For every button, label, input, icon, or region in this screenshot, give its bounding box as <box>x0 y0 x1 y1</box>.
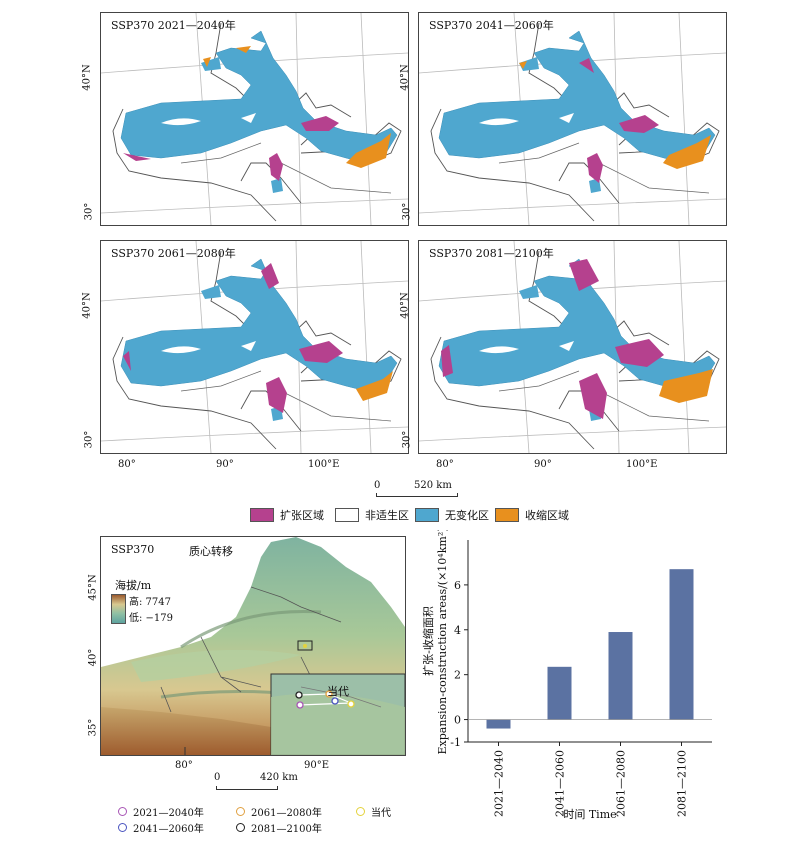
elev-lon-80: 80° <box>175 760 193 771</box>
legend-unsuitable: 非适生区 <box>335 507 409 523</box>
map-panel-1: SSP370 2021—2040年 <box>100 12 409 226</box>
lat-label-40: 40°N <box>81 64 93 91</box>
elev-legend-title: 海拔/m <box>115 579 152 592</box>
y-axis-label-en: Expansion-construction areas/(×10⁴km²) <box>436 530 449 755</box>
scale-zero: 0 <box>374 480 381 491</box>
lon-label-80: 80° <box>118 459 136 470</box>
elev-low: 低: −179 <box>129 613 174 624</box>
elevation-map: SSP370 质心转移 海拔/m 高: 7747 低: −179 当代 <box>100 536 406 756</box>
map-panel-2: SSP370 2041—2060年 <box>418 12 727 226</box>
lat-label-30: 30° <box>401 202 413 221</box>
lon-label-100: 100°E <box>626 459 658 470</box>
y-tick-label: 6 <box>454 579 461 592</box>
map-svg <box>101 241 408 453</box>
elev-scale-bar: 0 420 km <box>210 772 310 792</box>
x-tick-label: 2061—2080 <box>615 750 628 817</box>
x-tick-label: 2081—2100 <box>676 750 689 817</box>
lat-label-30: 30° <box>83 202 95 221</box>
centroid-legend-2041: 2041—2060年 <box>118 820 204 835</box>
legend-shrink: 收缩区域 <box>495 507 569 523</box>
lat-label-40: 40°N <box>399 292 411 319</box>
x-axis-label: 时间 Time <box>563 808 616 821</box>
centroid-legend-2081: 2081—2100年 <box>236 820 322 835</box>
legend-expansion: 扩张区域 <box>250 507 324 523</box>
elev-subtitle: 质心转移 <box>189 545 233 558</box>
panel-title: SSP370 2041—2060年 <box>429 19 554 32</box>
lon-label-90: 90° <box>534 459 552 470</box>
y-tick-label: -1 <box>450 736 461 749</box>
y-axis-label-cn: 扩张-收缩面积 <box>421 606 435 676</box>
y-tick-label: 2 <box>454 669 461 682</box>
legend-nochange: 无变化区 <box>415 507 489 523</box>
bar-chart: -1 0 2 4 6 2021—2040 2041—2060 2061—2080 2081—21… <box>421 530 712 821</box>
bar <box>608 632 633 720</box>
panel-title: SSP370 2061—2080年 <box>111 247 236 260</box>
elev-lat-35: 35° <box>87 718 99 737</box>
inset-label: 当代 <box>327 685 349 698</box>
lon-label-80: 80° <box>436 459 454 470</box>
lat-label-30: 30° <box>401 430 413 449</box>
x-tick-label: 2041—2060 <box>554 750 567 817</box>
y-tick-label: 0 <box>454 714 461 727</box>
map-svg <box>419 13 726 225</box>
centroid-legend-2061: 2061—2080年 <box>236 804 322 819</box>
bar <box>547 666 572 720</box>
elev-scale-zero: 0 <box>214 772 221 783</box>
elev-legend-bar <box>111 594 126 624</box>
centroid-legend-2021: 2021—2040年 <box>118 804 204 819</box>
scale-dist: 520 km <box>414 480 452 491</box>
y-tick-label: 4 <box>454 624 461 637</box>
elev-title: SSP370 <box>111 543 155 556</box>
map-panel-3: SSP370 2061—2080年 <box>100 240 409 454</box>
bar <box>486 719 511 729</box>
elev-scale-dist: 420 km <box>260 772 298 783</box>
lon-label-100: 100°E <box>308 459 340 470</box>
panel-title: SSP370 2021—2040年 <box>111 19 236 32</box>
x-tick-label: 2021—2040 <box>493 750 506 817</box>
bar <box>669 569 694 720</box>
map-svg <box>419 241 726 453</box>
lon-label-90: 90° <box>216 459 234 470</box>
centroid-legend-current: 当代 <box>356 804 391 819</box>
elev-lat-45: 45°N <box>87 574 99 601</box>
lat-label-40: 40°N <box>399 64 411 91</box>
elev-lon-90: 90°E <box>304 760 330 771</box>
elevation-svg <box>101 537 405 755</box>
panel-title: SSP370 2081—2100年 <box>429 247 554 260</box>
lat-label-40: 40°N <box>81 292 93 319</box>
lat-label-30: 30° <box>83 430 95 449</box>
map-panel-4: SSP370 2081—2100年 <box>418 240 727 454</box>
map-svg <box>101 13 408 225</box>
scale-bar: 0 520 km <box>370 480 470 497</box>
elev-lat-40: 40° <box>87 648 99 667</box>
elev-high: 高: 7747 <box>129 597 171 608</box>
